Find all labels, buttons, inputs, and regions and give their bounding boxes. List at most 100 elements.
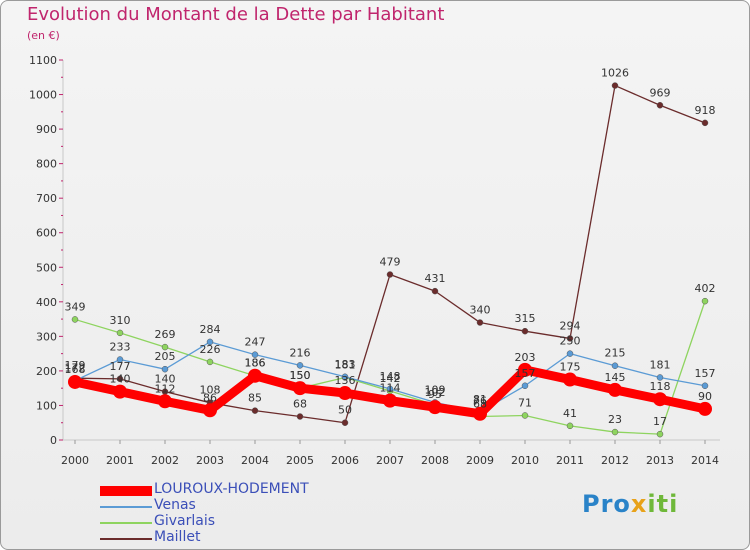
data-label: 340 (470, 304, 491, 317)
data-point (251, 351, 259, 358)
data-point (521, 382, 529, 390)
x-tick-label: 2001 (106, 454, 134, 467)
data-label: 216 (290, 346, 311, 359)
x-tick-label: 2002 (151, 454, 179, 467)
x-tick-label: 2009 (466, 454, 494, 467)
data-point (341, 373, 349, 381)
data-label: 431 (425, 272, 446, 285)
data-point (521, 412, 529, 419)
y-tick-label: 800 (36, 158, 57, 171)
data-label: 118 (650, 380, 671, 393)
y-tick-label: 600 (36, 227, 57, 240)
data-label: 50 (338, 404, 352, 417)
data-label: 969 (650, 86, 671, 99)
proxiti-logo: Proxiti (582, 490, 678, 518)
legend-label: Givarlais (154, 513, 216, 529)
x-tick-label: 2005 (286, 454, 314, 467)
data-point (386, 271, 394, 278)
data-label: 85 (248, 392, 262, 405)
data-point (116, 356, 124, 363)
data-label: 269 (155, 328, 176, 341)
data-point (476, 319, 484, 326)
x-tick-label: 2013 (646, 454, 674, 467)
data-label: 76 (473, 395, 487, 408)
data-point (698, 401, 712, 416)
data-label: 226 (200, 343, 221, 356)
data-point (161, 343, 169, 351)
data-label: 71 (518, 396, 532, 409)
data-label: 114 (380, 382, 401, 395)
data-label: 150 (290, 369, 311, 382)
y-tick-label: 300 (36, 330, 57, 343)
logo-part: iti (647, 490, 679, 518)
data-point (566, 350, 574, 357)
data-label: 17 (653, 415, 667, 428)
data-label: 136 (335, 374, 356, 387)
x-tick-label: 2012 (601, 454, 629, 467)
data-point (428, 400, 442, 415)
legend-swatch (100, 486, 152, 496)
data-point (653, 392, 667, 407)
data-label: 68 (473, 398, 487, 411)
y-tick-label: 700 (36, 192, 57, 205)
data-label: 41 (563, 407, 577, 420)
data-point (338, 386, 352, 401)
data-label: 168 (65, 363, 86, 376)
data-label: 23 (608, 413, 622, 426)
data-label: 233 (110, 341, 131, 354)
legend-swatch (100, 506, 152, 508)
data-label: 102 (425, 386, 446, 399)
legend-label: LOUROUX-HODEMENT (154, 481, 309, 497)
data-label: 205 (155, 350, 176, 363)
data-label: 284 (200, 323, 221, 336)
data-label: 177 (110, 360, 131, 373)
data-label: 109 (425, 383, 446, 396)
data-point (386, 385, 394, 393)
data-point (656, 430, 664, 438)
data-point (656, 374, 664, 381)
data-label: 140 (155, 373, 176, 386)
legend-label: Venas (154, 497, 196, 513)
data-label: 112 (155, 382, 176, 395)
data-label: 402 (695, 282, 716, 295)
y-tick-label: 900 (36, 123, 57, 136)
data-point (701, 119, 709, 127)
data-label: 181 (650, 358, 671, 371)
data-label: 172 (65, 362, 86, 375)
data-point (701, 297, 709, 305)
logo-part: Pro (582, 490, 631, 518)
data-label: 150 (290, 369, 311, 382)
data-point (113, 384, 127, 399)
legend-label: Maillet (154, 529, 201, 545)
data-point (656, 102, 664, 109)
data-point (161, 365, 169, 373)
data-label: 247 (245, 336, 266, 349)
data-point (158, 394, 172, 409)
data-point (611, 362, 619, 369)
data-point (701, 382, 709, 390)
data-point (296, 413, 304, 420)
data-label: 108 (200, 384, 221, 397)
x-tick-label: 2004 (241, 454, 269, 467)
data-label: 175 (560, 361, 581, 374)
data-point (116, 329, 124, 337)
data-point (473, 406, 487, 421)
data-point (563, 372, 577, 387)
data-label: 179 (65, 359, 86, 372)
x-tick-label: 2000 (61, 454, 89, 467)
x-tick-label: 2011 (556, 454, 584, 467)
data-point (611, 82, 619, 89)
legend-swatch (100, 538, 152, 540)
data-point (203, 403, 217, 418)
data-point (71, 316, 79, 323)
x-tick-label: 2007 (376, 454, 404, 467)
data-label: 86 (203, 391, 217, 404)
data-label: 95 (428, 388, 442, 401)
data-label: 157 (515, 367, 536, 380)
logo-part: x (630, 490, 648, 518)
data-point (518, 362, 532, 377)
data-label: 142 (380, 372, 401, 385)
y-tick-label: 0 (50, 434, 57, 447)
